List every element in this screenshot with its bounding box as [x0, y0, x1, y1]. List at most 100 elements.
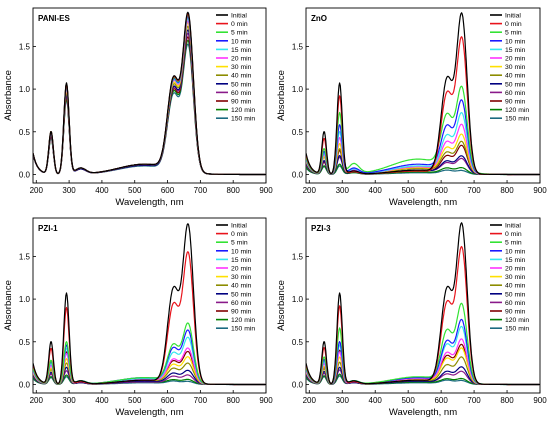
y-tick-label: 0.0 [19, 170, 31, 179]
legend-label: 60 min [505, 300, 526, 307]
y-tick-label: 1.5 [292, 252, 304, 261]
panel-pani-es: 200 300 400 500 600 700 800 900 0.0 0.5 1.0 1.5 Wave… [3, 7, 273, 208]
x-tick-label: 800 [500, 396, 514, 405]
x-tick-label: 700 [467, 396, 481, 405]
legend-label: 15 min [505, 47, 526, 54]
plot-frame [305, 7, 541, 184]
y-axis-label: Absorbance [3, 280, 14, 331]
x-tick-label: 900 [259, 396, 273, 405]
legend-label: 0 min [505, 231, 522, 238]
series-line-initial [306, 12, 540, 176]
x-axis-label: Wavelength, nm [115, 407, 183, 418]
legend-label: 30 min [231, 64, 252, 71]
legend-label: 150 min [231, 326, 255, 333]
x-tick-label: 300 [336, 186, 350, 195]
legend-label: 5 min [505, 240, 522, 247]
legend-label: 120 min [505, 317, 529, 324]
legend-label: 15 min [231, 257, 252, 264]
legend-label: 0 min [231, 21, 248, 28]
legend-label: 60 min [505, 90, 526, 97]
y-axis-label: Absorbance [3, 70, 14, 121]
y-tick-label: 1.0 [19, 295, 31, 304]
legend-label: 20 min [505, 56, 526, 63]
legend-label: 120 min [505, 107, 529, 114]
y-tick-label: 1.5 [292, 42, 304, 51]
x-tick-label: 300 [62, 186, 76, 195]
x-tick-label: 200 [30, 186, 44, 195]
series-lines [306, 12, 540, 176]
plot-frame [32, 217, 267, 394]
x-tick-label: 300 [336, 396, 350, 405]
x-tick-label: 600 [161, 186, 175, 195]
panel-title: PZI-3 [311, 224, 331, 233]
x-tick-label: 400 [95, 396, 109, 405]
legend-label: 15 min [231, 47, 252, 54]
y-tick-label: 0.5 [19, 338, 31, 347]
legend-label: Initial [505, 223, 521, 230]
x-tick-label: 900 [259, 186, 273, 195]
legend-label: 150 min [505, 326, 529, 333]
panel-title: ZnO [311, 14, 327, 23]
x-tick-label: 600 [434, 396, 448, 405]
x-tick-label: 500 [128, 396, 142, 405]
legend-label: 0 min [231, 231, 248, 238]
legend-label: 90 min [505, 99, 526, 106]
panel-pzi-3: 200 300 400 500 600 700 800 900 0.0 0.5 1.0 1.5 Wave… [276, 217, 547, 418]
y-tick-label: 1.0 [292, 85, 304, 94]
x-tick-label: 200 [303, 186, 317, 195]
legend-label: 90 min [231, 99, 252, 106]
x-tick-label: 900 [533, 186, 547, 195]
legend-label: 0 min [505, 21, 522, 28]
legend-label: 90 min [231, 309, 252, 316]
x-tick-label: 500 [401, 396, 415, 405]
legend-label: 40 min [505, 73, 526, 80]
legend-label: 40 min [505, 283, 526, 290]
legend-label: 5 min [231, 240, 248, 247]
legend-label: 5 min [231, 30, 248, 37]
y-tick-label: 0.0 [292, 380, 304, 389]
y-tick-label: 0.0 [19, 380, 31, 389]
legend-label: 40 min [231, 283, 252, 290]
legend-label: 15 min [505, 257, 526, 264]
x-tick-label: 400 [369, 396, 383, 405]
series-line-initial [33, 11, 266, 176]
y-tick-label: 0.0 [292, 170, 304, 179]
series-lines [306, 222, 540, 386]
plot-frame [305, 217, 541, 394]
legend-label: 10 min [231, 38, 252, 45]
x-tick-label: 700 [467, 186, 481, 195]
legend-label: 5 min [505, 30, 522, 37]
panel-pzi-1: 200 300 400 500 600 700 800 900 0.0 0.5 1.0 1.5 Wave… [3, 217, 273, 418]
x-tick-label: 400 [369, 186, 383, 195]
legend-label: 30 min [505, 274, 526, 281]
legend-label: 150 min [231, 116, 255, 123]
series-line-initial [33, 223, 266, 386]
panel-zno: 200 300 400 500 600 700 800 900 0.0 0.5 1.0 1.5 Wave… [276, 7, 547, 208]
legend-label: 30 min [505, 64, 526, 71]
series-lines [33, 223, 266, 386]
legend-label: 50 min [505, 291, 526, 298]
legend-label: 60 min [231, 90, 252, 97]
x-tick-label: 200 [30, 396, 44, 405]
x-tick-label: 300 [62, 396, 76, 405]
legend-label: 90 min [505, 309, 526, 316]
x-tick-label: 500 [401, 186, 415, 195]
x-tick-label: 600 [161, 396, 175, 405]
x-tick-label: 800 [227, 396, 241, 405]
x-axis-label: Wavelength, nm [389, 197, 457, 208]
x-tick-label: 500 [128, 186, 142, 195]
legend-label: 20 min [231, 56, 252, 63]
legend-label: 20 min [231, 266, 252, 273]
legend-label: Initial [505, 13, 521, 20]
series-line-initial [306, 222, 540, 386]
legend-label: 30 min [231, 274, 252, 281]
panel-title: PANI-ES [38, 14, 71, 23]
legend-label: 50 min [231, 291, 252, 298]
y-tick-label: 1.5 [19, 252, 31, 261]
x-tick-label: 700 [194, 186, 208, 195]
